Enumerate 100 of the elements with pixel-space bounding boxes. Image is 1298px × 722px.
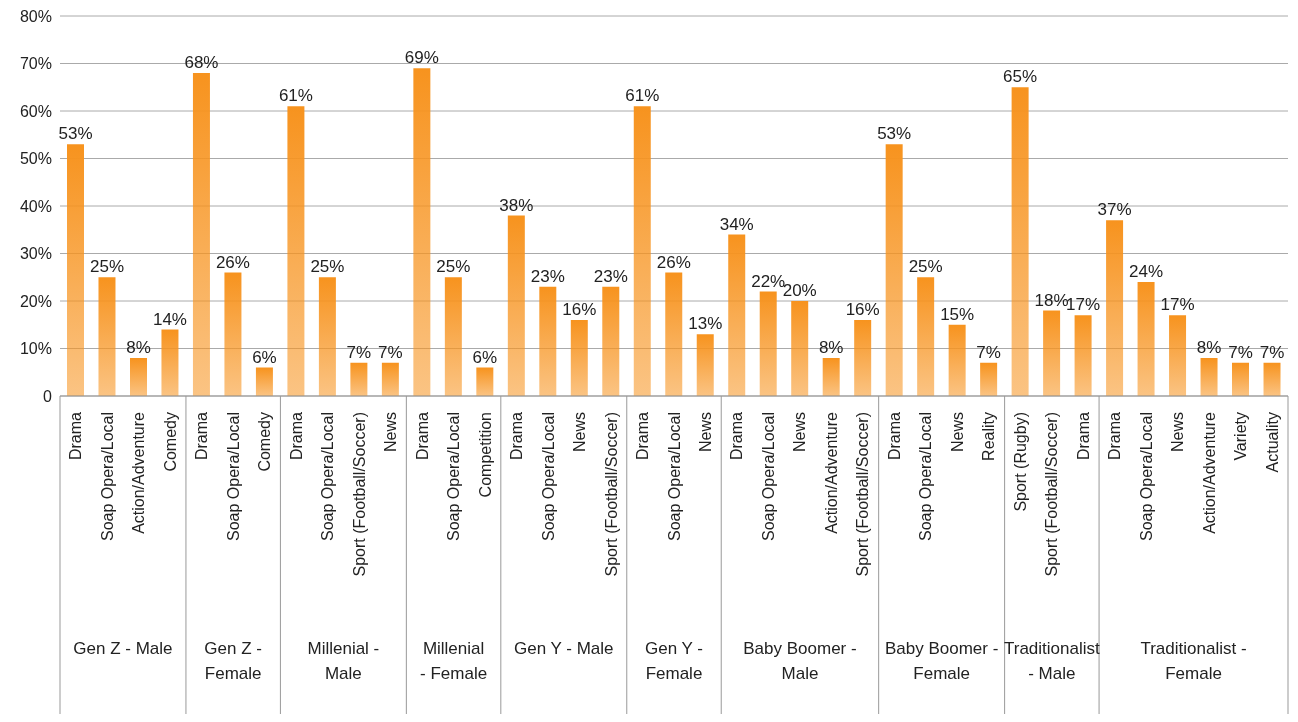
- bar: [413, 68, 431, 396]
- x-tick-label: Sport (Football/Soccer): [854, 412, 872, 577]
- x-tick-label: Drama: [193, 411, 211, 461]
- data-label: 68%: [184, 53, 219, 72]
- data-label: 6%: [252, 347, 277, 367]
- data-label: 7%: [1228, 342, 1253, 362]
- x-tick-label: News: [571, 412, 589, 453]
- bar: [1043, 310, 1061, 396]
- x-tick-label: Soap Opera/Local: [98, 412, 116, 541]
- x-tick-label: Actuality: [1263, 412, 1281, 473]
- data-label: 16%: [562, 300, 597, 319]
- y-tick-label: 80%: [19, 7, 52, 25]
- bar: [539, 286, 557, 396]
- x-tick-label: Soap Opera/Local: [539, 412, 557, 541]
- data-label: 69%: [404, 48, 439, 68]
- bar: [444, 277, 462, 396]
- x-tick-label: News: [948, 412, 966, 453]
- bar: [67, 144, 84, 396]
- x-tick-label: Drama: [67, 411, 85, 461]
- bar: [665, 272, 683, 396]
- x-tick-label: News: [382, 412, 400, 453]
- y-tick-label: 0: [43, 387, 53, 405]
- x-tick-label: News: [1169, 412, 1187, 453]
- x-tick-label: Comedy: [256, 412, 274, 472]
- data-label: 7%: [1259, 342, 1285, 362]
- data-label: 26%: [215, 252, 250, 272]
- bar: [287, 106, 305, 396]
- bar: [161, 329, 179, 396]
- y-tick-label: 60%: [19, 102, 52, 120]
- data-label: 17%: [1066, 295, 1101, 315]
- bar: [1074, 315, 1092, 396]
- text: Traditionalist - Male: [1003, 639, 1100, 683]
- text: Baby Boomer - Female: [884, 639, 999, 683]
- x-tick-label: Soap Opera/Local: [445, 412, 463, 541]
- bar: [507, 215, 525, 396]
- data-label: 25%: [310, 257, 345, 277]
- data-label: 7%: [346, 342, 372, 362]
- bar: [917, 277, 935, 396]
- bar: [696, 334, 714, 396]
- data-label: 26%: [656, 252, 691, 272]
- x-tick-label: Sport (Rugby): [1011, 412, 1029, 512]
- data-label: 23%: [593, 266, 628, 286]
- bar: [948, 324, 966, 396]
- x-tick-label: Soap Opera/Local: [917, 412, 935, 541]
- bar: [1169, 315, 1187, 396]
- data-label: 8%: [1196, 338, 1222, 357]
- bar: [1200, 358, 1218, 396]
- data-label: 61%: [278, 86, 313, 106]
- data-label: 53%: [58, 124, 93, 144]
- x-tick-label: Soap Opera/Local: [319, 412, 337, 541]
- bar: [822, 358, 840, 396]
- text: Millenial - Male: [307, 639, 380, 683]
- text: Baby Boomer - Male: [743, 639, 857, 683]
- x-tick-label: Drama: [885, 411, 903, 461]
- x-tick-label: Soap Opera/Local: [665, 412, 683, 541]
- y-tick-label: 50%: [19, 150, 52, 168]
- text: Gen Z - Male: [73, 639, 173, 658]
- data-label: 7%: [378, 342, 403, 362]
- data-label: 53%: [877, 124, 912, 144]
- x-tick-label: Drama: [1106, 411, 1124, 461]
- bar: [602, 286, 620, 396]
- data-label: 24%: [1129, 262, 1164, 281]
- bar: [854, 320, 872, 396]
- bar: [791, 301, 809, 396]
- bar: [980, 362, 998, 396]
- x-tick-label: Soap Opera/Local: [759, 412, 777, 541]
- text: Gen Y - Male: [514, 639, 614, 658]
- x-tick-label: Soap Opera/Local: [1137, 412, 1155, 541]
- bar: [318, 277, 336, 396]
- x-tick-label: Sport (Football/Soccer): [602, 412, 620, 577]
- bar: [1106, 220, 1124, 396]
- x-tick-label: Comedy: [161, 412, 179, 472]
- x-tick-label: Drama: [1074, 411, 1092, 461]
- bar: [255, 367, 273, 396]
- x-tick-label: Drama: [287, 411, 305, 461]
- bar: [1011, 87, 1029, 396]
- data-label: 61%: [625, 86, 660, 106]
- data-label: 16%: [845, 300, 880, 319]
- y-tick-label: 70%: [19, 55, 52, 73]
- data-label: 13%: [688, 314, 723, 334]
- data-label: 8%: [126, 338, 151, 357]
- data-label: 25%: [908, 257, 943, 277]
- x-tick-label: Reality: [980, 412, 998, 461]
- bar: [633, 106, 651, 396]
- x-tick-label: Sport (Football/Soccer): [350, 412, 368, 577]
- data-label: 25%: [436, 257, 471, 277]
- x-tick-label: Drama: [413, 411, 431, 461]
- bar: [570, 320, 588, 396]
- x-tick-label: Drama: [728, 411, 746, 461]
- x-tick-label: Drama: [508, 411, 526, 461]
- y-tick-label: 30%: [19, 245, 52, 263]
- bar: [129, 358, 147, 396]
- bar: [192, 73, 210, 396]
- data-label: 6%: [472, 347, 498, 367]
- x-tick-label: Drama: [634, 411, 652, 461]
- data-label: 17%: [1160, 295, 1195, 315]
- data-label: 25%: [89, 257, 124, 277]
- x-tick-label: Action/Adventure: [130, 411, 148, 534]
- bar: [1263, 362, 1281, 396]
- bar: [98, 277, 116, 396]
